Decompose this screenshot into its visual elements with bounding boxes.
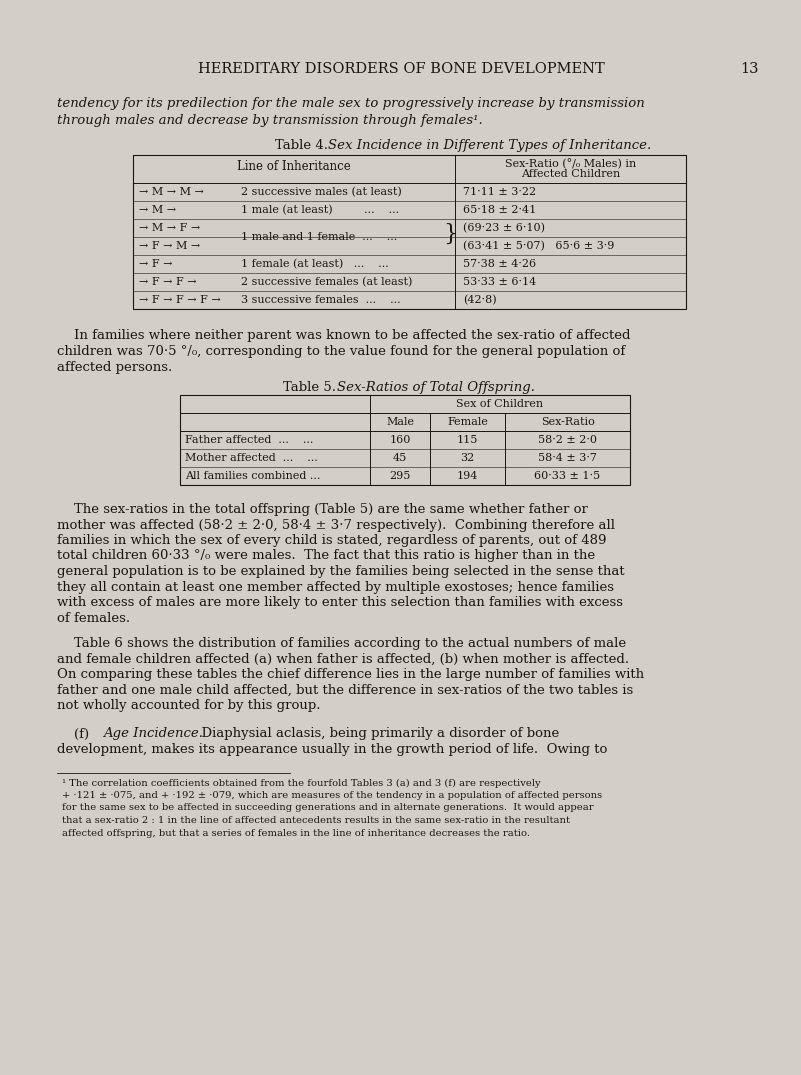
Text: Sex-Ratios of Total Offspring.: Sex-Ratios of Total Offspring. bbox=[337, 381, 535, 395]
Text: 71·11 ± 3·22: 71·11 ± 3·22 bbox=[463, 187, 536, 197]
Text: not wholly accounted for by this group.: not wholly accounted for by this group. bbox=[57, 699, 320, 712]
Text: tendency for its predilection for the male sex to progressively increase by tran: tendency for its predilection for the ma… bbox=[57, 97, 645, 110]
Text: Table 4.: Table 4. bbox=[275, 139, 336, 152]
Text: affected offspring, but that a series of females in the line of inheritance decr: affected offspring, but that a series of… bbox=[62, 829, 530, 837]
Text: HEREDITARY DISORDERS OF BONE DEVELOPMENT: HEREDITARY DISORDERS OF BONE DEVELOPMENT bbox=[198, 62, 605, 76]
Text: 2 successive females (at least): 2 successive females (at least) bbox=[241, 277, 413, 287]
Text: 1 female (at least)   ...    ...: 1 female (at least) ... ... bbox=[241, 259, 388, 270]
Text: → M → F →: → M → F → bbox=[139, 223, 200, 233]
Text: of females.: of females. bbox=[57, 612, 130, 625]
Text: → M → M →: → M → M → bbox=[139, 187, 204, 197]
Text: Sex-Ratio (°/₀ Males) in: Sex-Ratio (°/₀ Males) in bbox=[505, 159, 636, 170]
Text: that a sex-ratio 2 : 1 in the line of affected antecedents results in the same s: that a sex-ratio 2 : 1 in the line of af… bbox=[62, 816, 570, 825]
Text: Affected Children: Affected Children bbox=[521, 169, 620, 180]
Text: + ·121 ± ·075, and + ·192 ± ·079, which are measures of the tendency in a popula: + ·121 ± ·075, and + ·192 ± ·079, which … bbox=[62, 791, 602, 800]
Text: 1 male (at least)         ...    ...: 1 male (at least) ... ... bbox=[241, 205, 399, 215]
Text: The sex-ratios in the total offspring (Table 5) are the same whether father or: The sex-ratios in the total offspring (T… bbox=[57, 503, 588, 516]
Text: 13: 13 bbox=[740, 62, 759, 76]
Text: → F →: → F → bbox=[139, 259, 172, 269]
Text: 57·38 ± 4·26: 57·38 ± 4·26 bbox=[463, 259, 536, 269]
Text: Diaphysial aclasis, being primarily a disorder of bone: Diaphysial aclasis, being primarily a di… bbox=[193, 728, 559, 741]
Text: Table 6 shows the distribution of families according to the actual numbers of ma: Table 6 shows the distribution of famili… bbox=[57, 637, 626, 650]
Text: with excess of males are more likely to enter this selection than families with : with excess of males are more likely to … bbox=[57, 596, 623, 610]
Text: total children 60·33 °/₀ were males.  The fact that this ratio is higher than in: total children 60·33 °/₀ were males. The… bbox=[57, 549, 595, 562]
Text: families in which the sex of every child is stated, regardless of parents, out o: families in which the sex of every child… bbox=[57, 534, 606, 547]
Text: 295: 295 bbox=[389, 471, 411, 481]
Text: 45: 45 bbox=[392, 453, 407, 463]
Text: → F → F → F →: → F → F → F → bbox=[139, 295, 221, 305]
Text: 32: 32 bbox=[461, 453, 475, 463]
Text: }: } bbox=[443, 223, 457, 245]
Text: 65·18 ± 2·41: 65·18 ± 2·41 bbox=[463, 205, 536, 215]
Text: Sex Incidence in Different Types of Inheritance.: Sex Incidence in Different Types of Inhe… bbox=[328, 139, 651, 152]
Text: 115: 115 bbox=[457, 435, 478, 445]
Bar bbox=[180, 395, 630, 485]
Text: 60·33 ± 1·5: 60·33 ± 1·5 bbox=[534, 471, 601, 481]
Text: Sex-Ratio: Sex-Ratio bbox=[541, 417, 594, 427]
Text: (f): (f) bbox=[57, 728, 94, 741]
Text: affected persons.: affected persons. bbox=[57, 361, 172, 374]
Text: Table 5.: Table 5. bbox=[283, 381, 344, 395]
Text: Female: Female bbox=[447, 417, 488, 427]
Text: children was 70·5 °/₀, corresponding to the value found for the general populati: children was 70·5 °/₀, corresponding to … bbox=[57, 345, 626, 358]
Text: through males and decrease by transmission through females¹.: through males and decrease by transmissi… bbox=[57, 114, 483, 127]
Text: Line of Inheritance: Line of Inheritance bbox=[237, 160, 351, 173]
Text: All families combined ...: All families combined ... bbox=[185, 471, 320, 481]
Text: 194: 194 bbox=[457, 471, 478, 481]
Text: 58·4 ± 3·7: 58·4 ± 3·7 bbox=[538, 453, 597, 463]
Text: 58·2 ± 2·0: 58·2 ± 2·0 bbox=[538, 435, 597, 445]
Text: Sex of Children: Sex of Children bbox=[457, 399, 544, 408]
Text: development, makes its appearance usually in the growth period of life.  Owing t: development, makes its appearance usuall… bbox=[57, 743, 607, 756]
Text: Male: Male bbox=[386, 417, 414, 427]
Text: 160: 160 bbox=[389, 435, 411, 445]
Text: mother was affected (58·2 ± 2·0, 58·4 ± 3·7 respectively).  Combining therefore : mother was affected (58·2 ± 2·0, 58·4 ± … bbox=[57, 518, 615, 531]
Text: (42·8): (42·8) bbox=[463, 295, 497, 305]
Text: Age Incidence.: Age Incidence. bbox=[103, 728, 203, 741]
Text: 53·33 ± 6·14: 53·33 ± 6·14 bbox=[463, 277, 536, 287]
Text: → F → F →: → F → F → bbox=[139, 277, 196, 287]
Text: 1 male and 1 female  ...    ...: 1 male and 1 female ... ... bbox=[241, 232, 397, 242]
Text: 2 successive males (at least): 2 successive males (at least) bbox=[241, 187, 402, 198]
Text: Mother affected  ...    ...: Mother affected ... ... bbox=[185, 453, 318, 463]
Text: → F → M →: → F → M → bbox=[139, 241, 200, 250]
Text: → M →: → M → bbox=[139, 205, 176, 215]
Text: father and one male child affected, but the difference in sex-ratios of the two : father and one male child affected, but … bbox=[57, 684, 634, 697]
Text: (63·41 ± 5·07)   65·6 ± 3·9: (63·41 ± 5·07) 65·6 ± 3·9 bbox=[463, 241, 614, 252]
Text: general population is to be explained by the families being selected in the sens: general population is to be explained by… bbox=[57, 565, 625, 578]
Text: 3 successive females  ...    ...: 3 successive females ... ... bbox=[241, 295, 400, 305]
Bar bbox=[133, 155, 686, 309]
Text: for the same sex to be affected in succeeding generations and in alternate gener: for the same sex to be affected in succe… bbox=[62, 803, 594, 813]
Text: they all contain at least one member affected by multiple exostoses; hence famil: they all contain at least one member aff… bbox=[57, 580, 614, 593]
Text: Father affected  ...    ...: Father affected ... ... bbox=[185, 435, 313, 445]
Text: In families where neither parent was known to be affected the sex-ratio of affec: In families where neither parent was kno… bbox=[57, 329, 630, 342]
Text: On comparing these tables the chief difference lies in the large number of famil: On comparing these tables the chief diff… bbox=[57, 668, 644, 680]
Text: and female children affected (a) when father is affected, (b) when mother is aff: and female children affected (a) when fa… bbox=[57, 653, 629, 665]
Text: (69·23 ± 6·10): (69·23 ± 6·10) bbox=[463, 223, 545, 233]
Text: ¹ The correlation coefficients obtained from the fourfold Tables 3 (a) and 3 (f): ¹ The correlation coefficients obtained … bbox=[62, 778, 541, 788]
